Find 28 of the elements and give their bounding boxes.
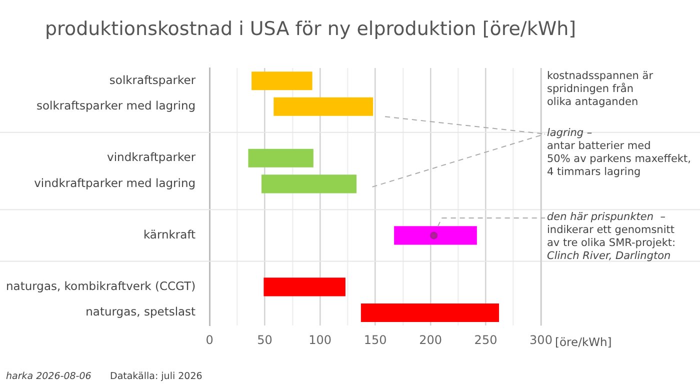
x-tick-label: 250 xyxy=(474,332,498,347)
x-tick-label: 300 xyxy=(530,332,552,347)
y-tick-label: kärnkraft xyxy=(143,227,196,242)
text: Datakälla: juli 2026 xyxy=(110,371,202,382)
y-tick-label: solkraftsparker med lagring xyxy=(36,98,196,113)
y-tick-label: naturgas, spetslast xyxy=(86,304,196,319)
y-tick-label: vindkraftparker med lagring xyxy=(34,176,196,190)
text: kostnadsspannen är spridningen från olika antaganden xyxy=(547,70,654,108)
bar xyxy=(248,148,314,168)
text: den här prispunkten – indikerar ett genomsnitt av tre olika SMR-projekt: Clinch River, Darlington xyxy=(547,211,676,262)
bar xyxy=(264,278,346,296)
text: harka 2026-08-06 xyxy=(6,371,92,382)
bar xyxy=(360,303,500,322)
bar xyxy=(261,174,356,194)
chart-title: produktionskostnad i USA för ny elproduktion [öre/kWh] xyxy=(45,18,576,40)
x-axis-title: [öre/kWh] xyxy=(555,334,612,349)
y-tick-label: naturgas, kombikraftverk (CCGT) xyxy=(6,278,196,293)
x-tick-label: 200 xyxy=(419,332,442,347)
bar xyxy=(394,226,477,245)
x-tick-label: 150 xyxy=(364,332,387,347)
bar xyxy=(252,72,312,90)
x-tick-label: 100 xyxy=(308,332,332,347)
bar xyxy=(274,97,374,116)
y-tick-label: vindkraftparker xyxy=(107,150,196,164)
text: lagring – antar batterier med 50% av parkens maxeffekt, 4 timmars lagring xyxy=(547,127,691,178)
x-tick-label: 0 xyxy=(206,332,214,347)
y-tick-label: solkraftsparker xyxy=(109,72,196,87)
x-tick-label: 50 xyxy=(257,332,272,347)
